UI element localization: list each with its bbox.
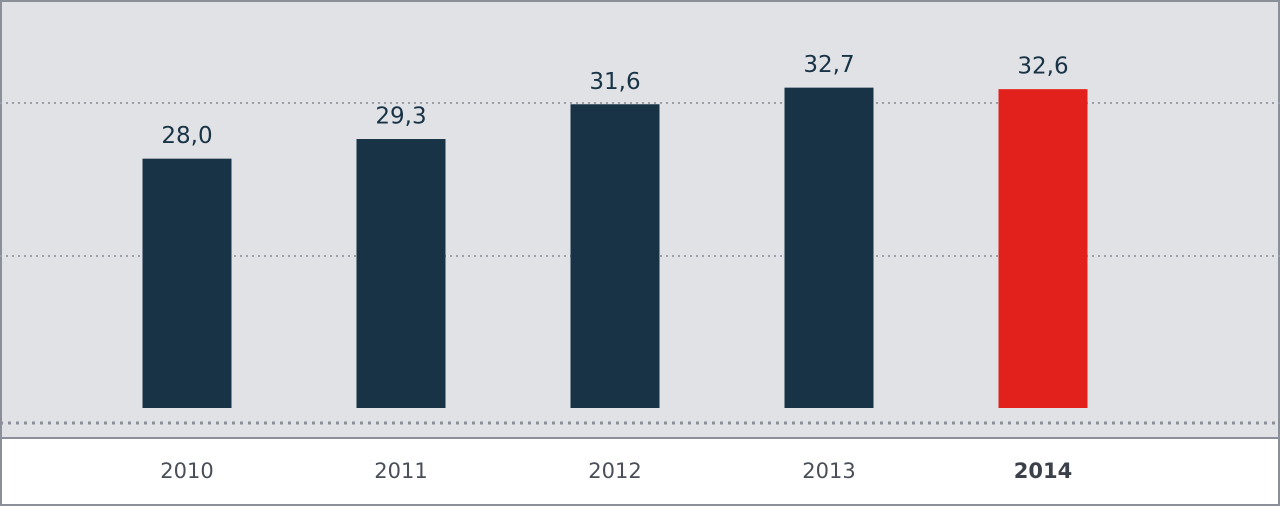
bar <box>570 104 660 409</box>
value-label: 29,3 <box>375 104 426 130</box>
x-tick-label: 2011 <box>374 459 427 483</box>
x-tick-label: 2013 <box>802 459 855 483</box>
x-tick-label: 2012 <box>588 459 641 483</box>
value-label: 32,6 <box>1017 54 1068 80</box>
bar <box>356 139 446 408</box>
bar <box>998 89 1088 409</box>
x-tick-label: 2010 <box>160 459 213 483</box>
x-tick-label: 2014 <box>1014 459 1072 483</box>
category-band <box>0 437 1280 506</box>
bar <box>784 87 874 409</box>
value-label: 32,7 <box>803 52 854 78</box>
value-label: 31,6 <box>589 69 640 95</box>
bar <box>142 158 232 408</box>
marks: 2010 28,0 2011 29,3 2012 31,6 2013 32,7 2014 32,6 <box>142 52 1088 483</box>
value-label: 28,0 <box>161 123 212 149</box>
